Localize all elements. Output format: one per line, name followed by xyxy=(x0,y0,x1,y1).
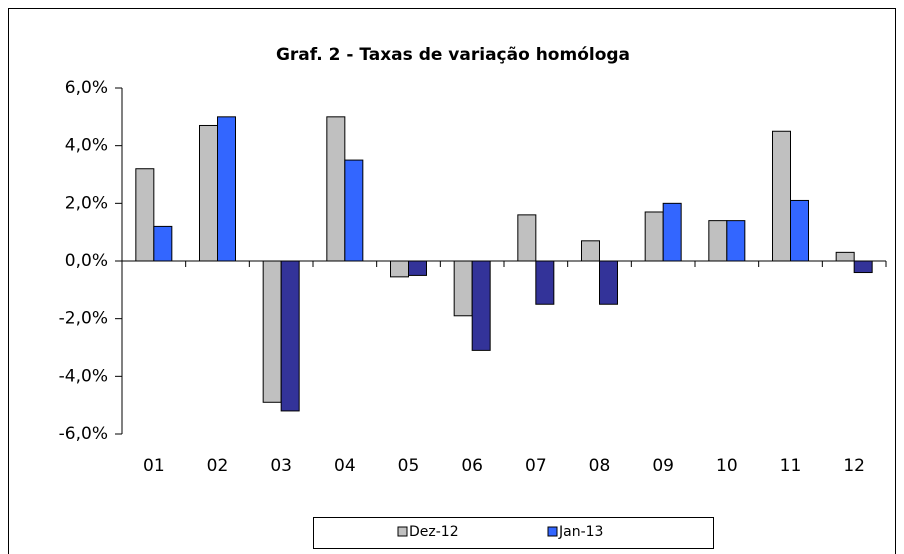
bar xyxy=(599,260,618,305)
x-tick-label: 11 xyxy=(780,456,802,476)
bar xyxy=(262,260,282,403)
x-tick-label: 03 xyxy=(270,456,292,476)
x-tick-label: 04 xyxy=(334,456,356,476)
y-tick-label: 6,0% xyxy=(65,78,108,98)
legend-label: Jan-13 xyxy=(558,524,603,540)
legend-swatch xyxy=(547,526,558,537)
x-tick-label: 07 xyxy=(525,456,547,476)
bar xyxy=(708,220,728,262)
x-tick-label: 09 xyxy=(652,456,674,476)
y-tick-label: -4,0% xyxy=(59,366,108,386)
chart-border xyxy=(8,8,896,554)
y-tick-label: 0,0% xyxy=(65,251,108,271)
bar xyxy=(581,240,600,262)
bar xyxy=(772,130,791,262)
y-tick-label: -6,0% xyxy=(59,424,108,444)
bar xyxy=(199,124,218,262)
bar xyxy=(408,260,427,276)
x-tick-label: 01 xyxy=(143,456,165,476)
x-tick-label: 06 xyxy=(461,456,483,476)
x-tick-label: 05 xyxy=(398,456,420,476)
bar xyxy=(835,251,855,262)
legend-box xyxy=(313,517,714,549)
bar xyxy=(726,220,746,262)
chart-title: Graf. 2 - Taxas de variação homóloga xyxy=(276,45,630,65)
bar xyxy=(153,225,173,262)
bar xyxy=(644,211,664,262)
y-tick-label: 4,0% xyxy=(65,136,108,156)
bar xyxy=(453,260,473,317)
legend-swatch xyxy=(397,526,408,537)
bar xyxy=(217,116,236,262)
bar xyxy=(326,116,346,262)
x-tick-label: 08 xyxy=(589,456,611,476)
x-tick-label: 10 xyxy=(716,456,738,476)
y-tick-label: 2,0% xyxy=(65,193,108,213)
bar xyxy=(535,260,555,305)
bar xyxy=(790,199,809,262)
y-tick-label: -2,0% xyxy=(59,309,108,329)
bar xyxy=(853,260,873,274)
bar xyxy=(471,260,491,351)
bar xyxy=(517,214,537,262)
x-tick-label: 12 xyxy=(843,456,865,476)
x-tick-label: 02 xyxy=(207,456,229,476)
bar xyxy=(390,260,409,278)
bar xyxy=(135,168,155,262)
bar xyxy=(280,260,300,412)
bar xyxy=(662,202,682,262)
bar xyxy=(344,159,364,262)
legend-label: Dez-12 xyxy=(409,524,459,540)
